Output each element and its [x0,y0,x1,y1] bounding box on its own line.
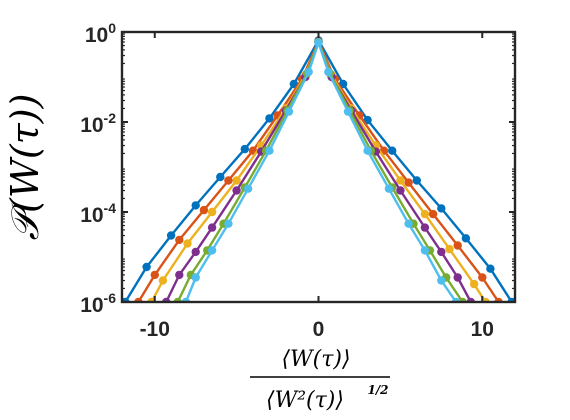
series-4-point [437,247,446,257]
series-4-point [175,270,184,280]
series-3-point [396,176,405,185]
x-axis-label: ⟨W(τ)⟩ ⟨W²(τ)⟩ 1/2 [250,347,390,413]
series-6-point [420,246,430,255]
series-1-point [142,262,151,272]
series-6-point [243,184,253,193]
series-1-point [461,234,471,243]
series-6-point [343,107,353,116]
series-6-point [207,246,217,255]
x-axis-label-numerator: ⟨W(τ)⟩ [281,347,350,372]
series-6 [181,38,461,302]
series-2-point [404,178,413,187]
y-tick-label: 100 [85,20,116,47]
series-6-point [437,276,446,285]
x-tick-label: -10 [140,318,170,341]
series-1-point [412,176,421,185]
series-6-point [304,67,313,77]
series-4-point [191,247,200,257]
series-4 [162,37,475,302]
series-6-point [384,184,394,193]
series-1-point [166,231,176,240]
series-1-point [388,146,397,155]
series-6-point [363,146,372,155]
plot-frame [120,30,517,304]
series-3-point [445,244,454,254]
series-3-line [150,40,487,302]
series-1-point [265,114,274,123]
series-layer [122,36,515,302]
series-1-point [486,264,495,273]
ticks-layer: -10 0 10 100 10-2 10-4 10-6 [80,20,515,341]
series-6-point [324,67,333,77]
series-1-point [191,201,200,210]
series-2-point [453,241,462,250]
series-3-point [158,276,168,285]
series-2-line [137,40,500,302]
series-4-point [396,186,405,195]
series-3-point [207,207,217,217]
series-4-point [207,223,217,232]
series-5 [173,37,467,302]
y-tick-label: 10-4 [80,200,116,227]
series-4-line [165,40,472,302]
series-2-point [175,235,184,245]
series-6-point [284,107,294,116]
series-2-point [478,273,487,282]
y-tick-label: 10-6 [80,290,116,317]
series-3-point [420,209,430,219]
series-3-point [183,239,192,248]
x-axis-label-denominator: ⟨W²(τ)⟩ [266,388,344,413]
series-1 [122,36,515,302]
series-2-point [428,209,438,219]
series-4-point [232,186,241,195]
y-tick-label: 10-2 [80,110,116,137]
x-tick-label: 10 [471,318,494,341]
series-3-point [232,176,241,185]
series-4-point [420,223,430,232]
series-6-point [224,219,233,228]
x-tick-label: 0 [313,318,325,341]
series-2-point [199,205,209,215]
series-6-point [191,273,200,282]
series-3-point [469,279,479,289]
series-1-point [216,172,225,182]
series-6-point [404,219,413,228]
series-1-point [437,204,446,213]
series-5-line [176,40,464,302]
series-2 [134,37,503,302]
x-axis-label-exponent: 1/2 [367,383,388,397]
series-6-point [314,38,323,47]
series-6-point [265,146,274,155]
series-1-point [240,144,249,154]
y-axis-label: 𝒫(W(τ)) [3,94,47,241]
series-4-point [453,273,462,282]
series-2-point [150,270,159,280]
series-1-line [124,39,513,302]
series-2-point [224,176,233,185]
series-6-line [184,41,458,302]
